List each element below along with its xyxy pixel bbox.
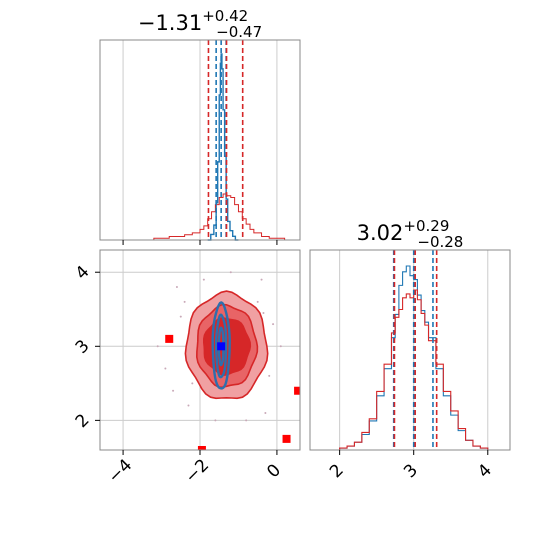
contour-blue-3 <box>211 301 231 390</box>
sample-point <box>268 374 271 377</box>
sample-point <box>191 382 194 385</box>
title-param-1-lower: −0.47 <box>216 23 262 41</box>
histogram-panel-param-2: 2 3 4 <box>309 249 511 482</box>
histogram-panel-param-2-frame <box>309 249 511 451</box>
center-marker <box>217 342 226 351</box>
sample-point <box>179 315 182 318</box>
sample-point <box>214 419 217 422</box>
contour-panel: −4 −2 0 2 3 4 <box>72 249 301 487</box>
sample-point <box>272 323 275 326</box>
histogram-series-1 <box>146 193 288 241</box>
sample-point <box>183 300 186 303</box>
sample-point <box>245 419 248 422</box>
sample-point <box>229 271 232 274</box>
sample-point <box>164 367 167 370</box>
sample-point <box>260 278 263 281</box>
y-tick-label: 3 <box>72 336 94 358</box>
x-tick-label: 3 <box>400 460 422 482</box>
y-tick-label: 2 <box>72 410 94 432</box>
title-param-2-lower: −0.28 <box>417 233 463 251</box>
sample-point <box>202 278 205 281</box>
x-tick-label: 2 <box>326 460 348 482</box>
title-param-2-median: 3.02 <box>357 221 404 245</box>
sample-point <box>279 345 282 348</box>
outlier-marker <box>197 446 206 450</box>
title-param-1-median: −1.31 <box>138 11 202 35</box>
title-param-1-upper: +0.42 <box>202 7 248 25</box>
outlier-marker <box>165 334 174 343</box>
histogram-series-0 <box>207 53 239 241</box>
sample-point <box>256 300 259 303</box>
title-param-2: 3.02+0.29 −0.28 <box>357 217 464 251</box>
sample-point <box>264 411 267 414</box>
title-param-2-upper: +0.29 <box>403 217 449 235</box>
histogram-panel-param-1 <box>99 39 301 245</box>
x-tick-label: 4 <box>474 460 496 482</box>
sample-point <box>156 345 159 348</box>
x-tick-label: −2 <box>181 455 213 487</box>
x-tick-label: −4 <box>104 455 136 487</box>
outlier-marker <box>294 386 300 395</box>
histogram-series-0 <box>332 265 492 451</box>
sample-point <box>262 311 265 314</box>
sample-point <box>187 404 190 407</box>
x-tick-label: 0 <box>263 460 285 482</box>
sample-point <box>175 286 178 289</box>
outlier-marker <box>282 434 291 443</box>
contour-blue-4 <box>214 313 228 379</box>
title-param-1: −1.31+0.42 −0.47 <box>138 7 262 41</box>
y-tick-label: 4 <box>72 262 94 284</box>
sample-point <box>172 389 175 392</box>
histogram-series-1 <box>332 289 492 451</box>
